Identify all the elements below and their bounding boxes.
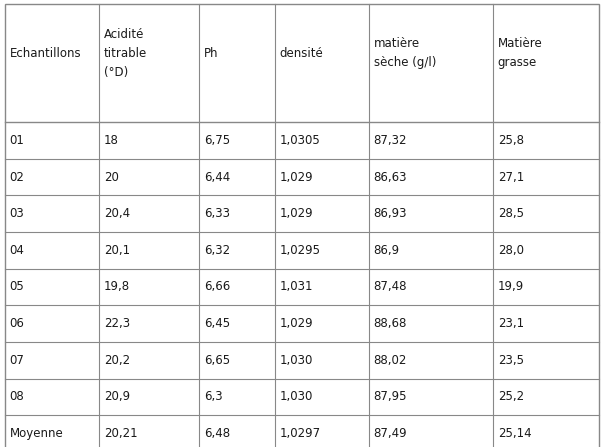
Text: 88,02: 88,02: [373, 354, 407, 367]
Text: Ph: Ph: [204, 47, 218, 60]
Text: 1,029: 1,029: [280, 317, 313, 330]
Text: 1,030: 1,030: [280, 354, 313, 367]
Text: 1,0297: 1,0297: [280, 427, 321, 440]
Text: 06: 06: [10, 317, 25, 330]
Text: 20,1: 20,1: [104, 244, 130, 257]
Text: 19,9: 19,9: [498, 280, 524, 294]
Text: 86,63: 86,63: [373, 170, 407, 184]
Text: 6,65: 6,65: [204, 354, 230, 367]
Text: Moyenne: Moyenne: [10, 427, 63, 440]
Text: 20,4: 20,4: [104, 207, 130, 220]
Text: 28,5: 28,5: [498, 207, 524, 220]
Text: 25,14: 25,14: [498, 427, 532, 440]
Text: 6,75: 6,75: [204, 134, 230, 147]
Text: 20: 20: [104, 170, 118, 184]
Text: 23,5: 23,5: [498, 354, 524, 367]
Text: 87,49: 87,49: [373, 427, 407, 440]
Text: 87,32: 87,32: [373, 134, 407, 147]
Text: 03: 03: [10, 207, 24, 220]
Text: 08: 08: [10, 390, 24, 404]
Text: Matière
grasse: Matière grasse: [498, 38, 542, 69]
Text: 1,031: 1,031: [280, 280, 313, 294]
Text: 25,2: 25,2: [498, 390, 524, 404]
Text: 1,029: 1,029: [280, 170, 313, 184]
Text: 88,68: 88,68: [373, 317, 407, 330]
Text: 20,9: 20,9: [104, 390, 130, 404]
Text: 04: 04: [10, 244, 25, 257]
Text: 02: 02: [10, 170, 25, 184]
Text: Echantillons: Echantillons: [10, 47, 82, 60]
Text: 20,2: 20,2: [104, 354, 130, 367]
Text: 18: 18: [104, 134, 118, 147]
Text: matière
sèche (g/l): matière sèche (g/l): [373, 38, 436, 69]
Text: 6,48: 6,48: [204, 427, 230, 440]
Text: 19,8: 19,8: [104, 280, 130, 294]
Text: 6,66: 6,66: [204, 280, 230, 294]
Text: 86,9: 86,9: [373, 244, 400, 257]
Text: 28,0: 28,0: [498, 244, 524, 257]
Text: 6,33: 6,33: [204, 207, 230, 220]
Text: 1,030: 1,030: [280, 390, 313, 404]
Text: 25,8: 25,8: [498, 134, 524, 147]
Text: 05: 05: [10, 280, 24, 294]
Text: 87,95: 87,95: [373, 390, 407, 404]
Text: 6,32: 6,32: [204, 244, 230, 257]
Text: densité: densité: [280, 47, 323, 60]
Text: 07: 07: [10, 354, 25, 367]
Text: 1,029: 1,029: [280, 207, 313, 220]
Text: Acidité
titrable
(°D): Acidité titrable (°D): [104, 28, 147, 79]
Text: 20,21: 20,21: [104, 427, 137, 440]
Text: 6,44: 6,44: [204, 170, 230, 184]
Text: 23,1: 23,1: [498, 317, 524, 330]
Text: 27,1: 27,1: [498, 170, 524, 184]
Text: 86,93: 86,93: [373, 207, 407, 220]
Text: 1,0305: 1,0305: [280, 134, 320, 147]
Text: 6,3: 6,3: [204, 390, 222, 404]
Text: 01: 01: [10, 134, 25, 147]
Text: 87,48: 87,48: [373, 280, 407, 294]
Text: 6,45: 6,45: [204, 317, 230, 330]
Text: 22,3: 22,3: [104, 317, 130, 330]
Text: 1,0295: 1,0295: [280, 244, 321, 257]
